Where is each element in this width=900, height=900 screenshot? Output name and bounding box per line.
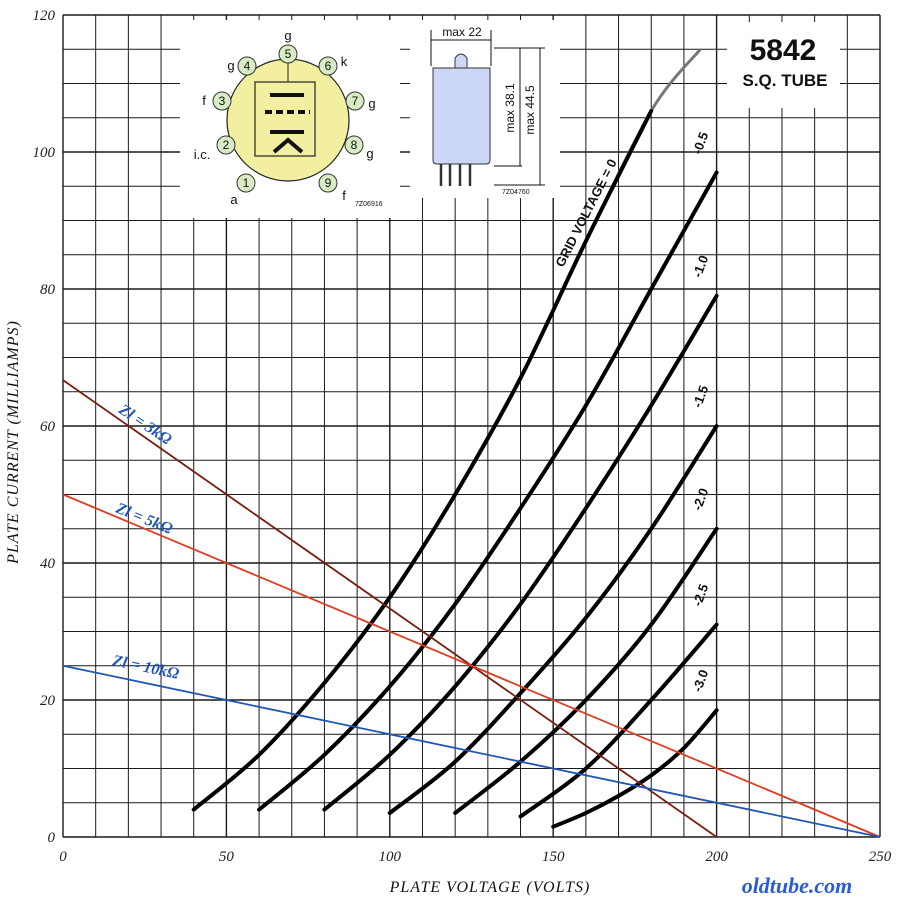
chart-subtitle: S.Q. TUBE (742, 71, 827, 90)
pin-label: i.c. (194, 147, 211, 162)
x-tick-label: 100 (379, 849, 402, 865)
pin-label: f (342, 188, 346, 203)
grid-curve-label: -2.5 (689, 582, 711, 608)
pin-number: 8 (351, 138, 358, 152)
grid-curve-label: -1.0 (689, 253, 711, 279)
outer-height-dimension: max 44.5 (523, 85, 537, 135)
grid-curve-label: -2.0 (689, 486, 711, 512)
title-box: 5842 S.Q. TUBE (727, 22, 840, 108)
load-line (62, 664, 881, 838)
pin-circle (345, 91, 365, 111)
width-dimension: max 22 (442, 25, 482, 39)
grid-curve-label: -1.5 (689, 383, 711, 409)
x-tick-label: 250 (869, 849, 892, 865)
pin-number: 5 (285, 47, 292, 61)
x-tick-label: 50 (219, 849, 235, 865)
pin-circle (278, 44, 298, 64)
pin-number: 9 (325, 176, 332, 190)
electrode-symbol (254, 60, 316, 157)
grid-curve-10 (322, 293, 719, 812)
pin-number: 1 (243, 176, 250, 190)
pin-label: g (366, 146, 373, 161)
y-tick-label: 60 (40, 419, 56, 435)
grid-curve-0 (191, 108, 654, 812)
y-axis-label: PLATE CURRENT (MILLIAMPS) (5, 320, 22, 565)
load-line (62, 379, 718, 838)
dimension-lines (430, 30, 545, 186)
grid-curve-05 (257, 170, 719, 812)
x-tick-label: 0 (59, 849, 67, 865)
pin-circle (237, 56, 257, 76)
pin-number: 3 (219, 94, 226, 108)
x-tick-label: 150 (542, 849, 565, 865)
grid-curve-label: -3.0 (689, 668, 711, 694)
pinout-code: 7Z06916 (355, 201, 383, 208)
y-tick-label: 40 (40, 556, 56, 572)
pin-circle (318, 173, 338, 193)
inner-height-dimension: max 38.1 (503, 83, 517, 133)
pin-circle (318, 56, 338, 76)
tube-body (432, 53, 491, 186)
pin-label: g (284, 28, 291, 43)
pin-label: k (341, 54, 348, 69)
grid-curve-label: -0.5 (689, 130, 711, 156)
pin-label: g (227, 58, 234, 73)
pin-number: 7 (352, 94, 359, 108)
x-tick-label: 200 (705, 849, 728, 865)
outline-drawing: max 22 max 38.1 max 44.5 7Z04760 (410, 20, 560, 198)
pin-number: 2 (223, 138, 230, 152)
grid-curve-25 (518, 622, 719, 819)
y-tick-label: 100 (33, 145, 56, 161)
x-axis-label: PLATE VOLTAGE (VOLTS) (389, 879, 591, 896)
source-watermark: oldtube.com (742, 873, 853, 898)
pin-label: g (368, 96, 375, 111)
pin-label: a (230, 192, 238, 207)
y-tick-label: 20 (40, 693, 56, 709)
load-line (62, 493, 881, 838)
outline-code: 7Z04760 (502, 189, 530, 196)
grid-curve-15 (387, 424, 719, 815)
pin-number: 4 (244, 59, 251, 73)
chart-title: 5842 (750, 34, 817, 67)
y-tick-label: 0 (48, 830, 56, 846)
pin-circle (216, 135, 236, 155)
pin-number: 6 (325, 59, 332, 73)
pin-circle (236, 173, 256, 193)
grid-curve-20 (453, 526, 719, 815)
pin-circle (212, 91, 232, 111)
y-tick-label: 120 (33, 8, 56, 24)
pin-circle (344, 135, 364, 155)
pin-label: f (202, 93, 206, 108)
y-tick-label: 80 (40, 282, 56, 298)
axis-ticks: 0 50 100 150 200 250 0 20 40 60 80 100 120 (33, 8, 892, 865)
